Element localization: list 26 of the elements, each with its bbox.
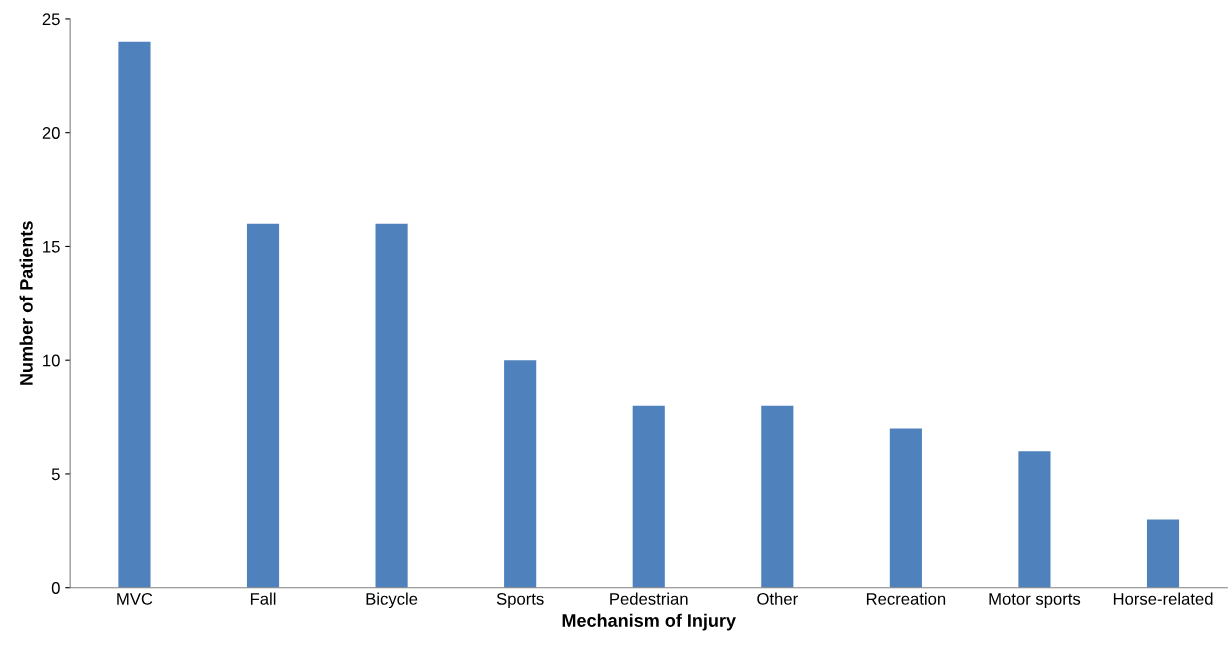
x-tick-label: Recreation [866, 592, 946, 605]
bar [761, 405, 794, 588]
x-tick-label: Fall [250, 592, 276, 605]
y-axis-title: Number of Patients [19, 221, 33, 385]
x-tick-label: Sports [496, 593, 544, 609]
y-tick-label: 5 [51, 468, 60, 481]
bar [632, 405, 665, 588]
x-tick-label: MVC [117, 593, 153, 605]
bar [246, 223, 280, 588]
x-tick-label: Motor sports [989, 593, 1081, 609]
x-tick-label: Other [757, 592, 798, 605]
y-tick-label: 20 [42, 127, 60, 139]
y-tick-label: 15 [43, 241, 60, 253]
bar [1146, 519, 1180, 588]
bar [889, 428, 922, 588]
y-tick-label: 10 [43, 354, 60, 367]
x-tick-label: Horse-related [1113, 592, 1213, 605]
bar [504, 360, 537, 588]
x-axis-title: Mechanism of Injury [562, 613, 736, 631]
bar [118, 41, 151, 588]
y-tick-label: 25 [42, 13, 60, 26]
bar [375, 223, 408, 588]
bar [1018, 451, 1051, 588]
x-tick-label: Pedestrian [610, 592, 688, 605]
y-tick-label: 0 [51, 582, 60, 594]
x-tick-label: Bicycle [366, 592, 418, 609]
